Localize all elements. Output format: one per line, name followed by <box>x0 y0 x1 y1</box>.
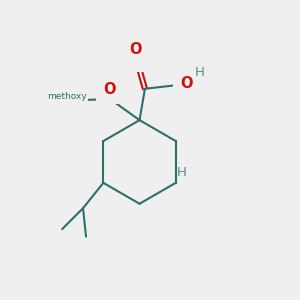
Text: H: H <box>195 66 205 79</box>
Text: O: O <box>180 76 193 91</box>
Text: H: H <box>177 166 187 179</box>
Text: O: O <box>103 82 116 97</box>
Text: O: O <box>130 42 142 57</box>
Text: methoxy: methoxy <box>47 92 87 101</box>
